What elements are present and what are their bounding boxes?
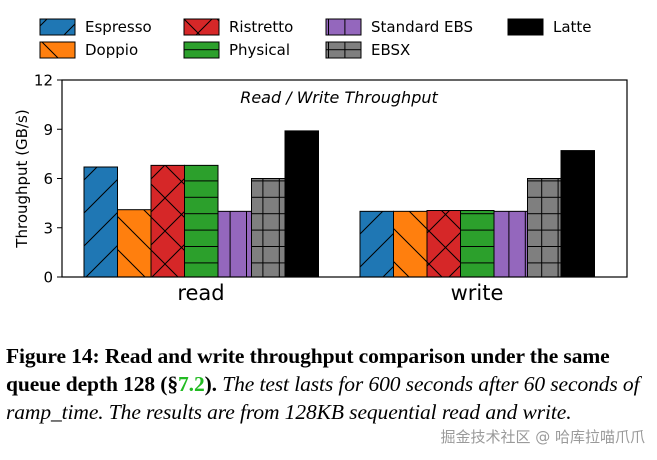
bar-latte-read	[284, 130, 319, 278]
bar-hatch-physical-write	[460, 210, 494, 277]
y-tick-label-12: 12	[34, 72, 53, 90]
bar-hatch-espresso-read	[84, 167, 118, 277]
watermark-text: 掘金技术社区 @ 哈库拉喵爪爪	[440, 428, 645, 446]
bar-hatch-doppio-read	[117, 209, 151, 277]
legend-label-physical: Physical	[229, 41, 290, 59]
legend-swatch-hatch-ristretto	[184, 19, 219, 35]
legend-label-latte: Latte	[553, 18, 592, 36]
caption-bold-close: ).	[204, 372, 217, 396]
chart-legend: Espresso Doppio Ristretto Physical Standard …	[39, 18, 592, 59]
legend-swatch-hatch-physical	[184, 42, 219, 58]
legend-swatch-hatch-ebsx	[326, 42, 361, 58]
bar-hatch-doppio-write	[393, 211, 427, 277]
legend-swatch-hatch-espresso	[40, 19, 75, 35]
y-tick-label-0: 0	[43, 269, 53, 287]
caption-bold-text: Read and write throughput comparison und…	[6, 344, 610, 396]
legend-swatch-hatch-standard-ebs	[326, 19, 361, 35]
y-axis-label: Throughput (GB/s)	[13, 109, 31, 248]
bar-hatch-ristretto-write	[427, 210, 461, 277]
bar-hatch-standard-ebs-read	[218, 211, 252, 277]
legend-label-ristretto: Ristretto	[229, 18, 293, 36]
bar-hatch-ebsx-write	[527, 178, 561, 277]
legend-label-ebsx: EBSX	[371, 41, 410, 59]
caption-label: Figure 14:	[6, 344, 100, 368]
chart-title: Read / Write Throughput	[240, 88, 438, 107]
plot-area: 0 3 6 9 12 read write Throughput (GB/s) Read / W…	[13, 72, 628, 305]
y-tick-label-6: 6	[43, 170, 53, 188]
bar-hatch-espresso-write	[360, 211, 394, 277]
legend-label-doppio: Doppio	[85, 41, 138, 59]
x-category-label-write: write	[451, 281, 504, 305]
legend-swatch-hatch-doppio	[40, 42, 75, 58]
bar-hatch-ebsx-read	[251, 178, 285, 277]
section-reference-link[interactable]: 7.2	[178, 372, 205, 396]
caption-italic-text: The test lasts for 600 seconds after 60 …	[6, 372, 640, 424]
bar-latte-write	[560, 150, 595, 278]
y-tick-label-3: 3	[43, 219, 53, 237]
legend-label-standard-ebs: Standard EBS	[371, 18, 473, 36]
x-category-label-read: read	[177, 281, 224, 305]
bar-hatch-physical-read	[184, 165, 218, 277]
throughput-chart: Espresso Doppio Ristretto Physical Standard …	[13, 18, 628, 305]
figure-caption: Figure 14: Read and write throughput com…	[6, 342, 651, 426]
bar-hatch-ristretto-read	[151, 165, 185, 277]
legend-swatch-latte	[507, 18, 544, 36]
legend-label-espresso: Espresso	[85, 18, 152, 36]
y-tick-label-9: 9	[43, 121, 53, 139]
bar-hatch-standard-ebs-write	[494, 211, 528, 277]
